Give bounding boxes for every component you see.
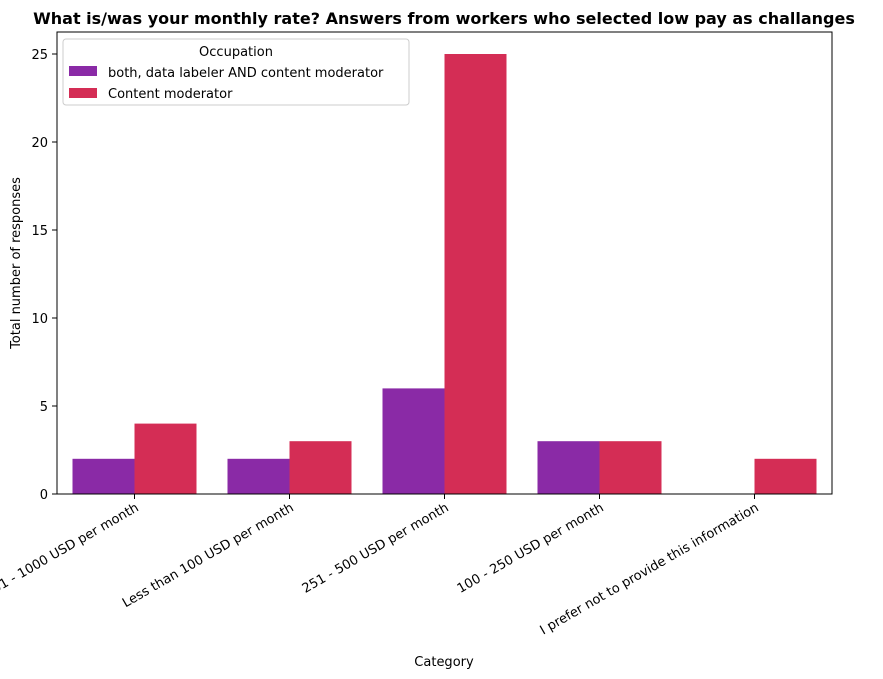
y-axis-label: Total number of responses	[9, 177, 24, 350]
y-tick-label-5: 25	[31, 48, 48, 63]
legend-box	[62, 38, 410, 106]
y-tick-label-2: 10	[31, 312, 48, 327]
bar-content-moderator-0	[134, 423, 197, 494]
bar-content-moderator-2	[444, 54, 507, 494]
bars-group	[72, 54, 817, 494]
y-axis: 0 5 10 15 20 25	[31, 48, 57, 503]
plot-frame	[56, 31, 833, 495]
chart-title: What is/was your monthly rate? Answers f…	[33, 9, 855, 28]
legend-label-content-moderator: Content moderator	[108, 87, 233, 102]
x-tick-label-3: 100 - 250 USD per month	[455, 500, 607, 596]
bar-content-moderator-4	[754, 458, 817, 494]
x-tick-label-0: 501 - 1000 USD per month	[0, 500, 141, 600]
x-axis-label: Category	[414, 655, 474, 670]
x-tick-label-1: Less than 100 USD per month	[120, 500, 296, 611]
legend-label-both: both, data labeler AND content moderator	[108, 66, 384, 81]
bar-both-0	[72, 458, 135, 494]
legend-swatch-content-moderator	[69, 88, 97, 98]
legend-title: Occupation	[199, 45, 273, 60]
bar-both-1	[227, 458, 290, 494]
bar-both-3	[537, 441, 600, 494]
bar-content-moderator-1	[289, 441, 352, 494]
x-tick-label-2: 251 - 500 USD per month	[300, 500, 452, 596]
y-tick-label-3: 15	[31, 224, 48, 239]
legend: Occupation both, data labeler AND conten…	[62, 38, 410, 106]
y-tick-label-0: 0	[40, 488, 48, 503]
y-tick-label-1: 5	[40, 400, 48, 415]
bar-content-moderator-3	[599, 441, 662, 494]
y-tick-label-4: 20	[31, 136, 48, 151]
legend-swatch-both	[69, 66, 97, 76]
bar-both-2	[382, 388, 445, 494]
